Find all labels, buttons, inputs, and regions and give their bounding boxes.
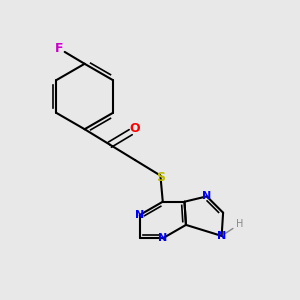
Text: N: N [158,233,167,243]
Text: N: N [202,191,212,201]
Text: S: S [157,170,166,184]
Text: N: N [217,231,226,241]
Text: O: O [129,122,140,135]
Text: H: H [236,219,243,229]
Text: N: N [135,210,144,220]
Text: F: F [55,42,64,56]
